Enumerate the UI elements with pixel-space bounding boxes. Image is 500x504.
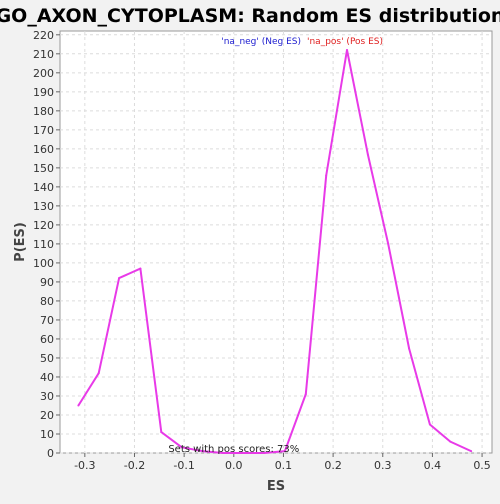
x-tick-label: 0.1 xyxy=(275,459,293,472)
y-tick-label: 190 xyxy=(33,86,54,99)
data-point xyxy=(263,452,266,454)
pos-scores-annotation: Sets with pos scores: 73% xyxy=(168,444,299,455)
x-axis-label: ES xyxy=(267,479,285,494)
y-tick-label: 170 xyxy=(33,124,54,137)
data-point xyxy=(428,423,431,426)
x-tick-label: -0.1 xyxy=(173,459,194,472)
data-point xyxy=(118,277,121,280)
y-tick-label: 90 xyxy=(40,276,54,289)
series-line xyxy=(77,49,472,454)
x-tick-label: 0.0 xyxy=(225,459,243,472)
y-tick-label: 220 xyxy=(33,29,54,42)
y-tick-label: 200 xyxy=(33,67,54,80)
data-point xyxy=(201,450,204,453)
data-point xyxy=(408,347,411,350)
legend-entry-pos: 'na_pos' (Pos ES) xyxy=(307,37,383,47)
x-tick-label: 0.5 xyxy=(473,459,491,472)
data-point xyxy=(160,431,163,434)
x-tick-label: 0.4 xyxy=(424,459,442,472)
y-tick-label: 110 xyxy=(33,238,54,251)
data-point xyxy=(242,452,245,454)
legend-entry-neg: 'na_neg' (Neg ES) xyxy=(221,37,301,47)
x-tick-label: -0.2 xyxy=(124,459,145,472)
y-tick-label: 20 xyxy=(40,409,54,422)
x-tick-label: -0.3 xyxy=(74,459,95,472)
x-tick-label: 0.2 xyxy=(324,459,342,472)
data-point xyxy=(366,153,369,156)
y-tick-label: 0 xyxy=(47,447,54,460)
data-point xyxy=(221,452,224,454)
data-point xyxy=(325,174,328,177)
chart-title: GO_AXON_CYTOPLASM: Random ES distributio… xyxy=(0,5,500,27)
data-point xyxy=(77,404,80,407)
y-tick-label: 30 xyxy=(40,390,54,403)
data-point xyxy=(97,372,100,375)
y-tick-label: 50 xyxy=(40,352,54,365)
data-point xyxy=(387,242,390,245)
y-tick-label: 140 xyxy=(33,181,54,194)
y-tick-label: 100 xyxy=(33,257,54,270)
y-tick-label: 210 xyxy=(33,48,54,61)
data-point xyxy=(304,393,307,396)
y-tick-label: 130 xyxy=(33,200,54,213)
x-axis-ticks: -0.3 -0.2 -0.1 0.0 0.1 0.2 0.3 0.4 0.5 xyxy=(74,453,491,472)
y-tick-label: 70 xyxy=(40,314,54,327)
y-tick-label: 150 xyxy=(33,162,54,175)
y-tick-label: 160 xyxy=(33,143,54,156)
series-group xyxy=(77,49,473,454)
y-tick-label: 180 xyxy=(33,105,54,118)
data-point xyxy=(139,267,142,270)
grid xyxy=(60,31,492,454)
y-tick-label: 60 xyxy=(40,333,54,346)
plot-area xyxy=(59,30,493,454)
y-axis-ticks: 0 10 20 30 40 50 60 70 80 90 100 110 120 130 140 150 160… xyxy=(33,29,60,460)
x-tick-label: 0.3 xyxy=(374,459,392,472)
y-tick-label: 80 xyxy=(40,295,54,308)
data-point xyxy=(283,450,286,453)
data-point xyxy=(346,49,349,52)
y-tick-label: 120 xyxy=(33,219,54,232)
data-point xyxy=(470,450,473,453)
data-point xyxy=(449,440,452,443)
y-tick-label: 10 xyxy=(40,428,54,441)
data-point xyxy=(180,446,183,449)
y-axis-label: P(ES) xyxy=(13,222,28,262)
y-tick-label: 40 xyxy=(40,371,54,384)
